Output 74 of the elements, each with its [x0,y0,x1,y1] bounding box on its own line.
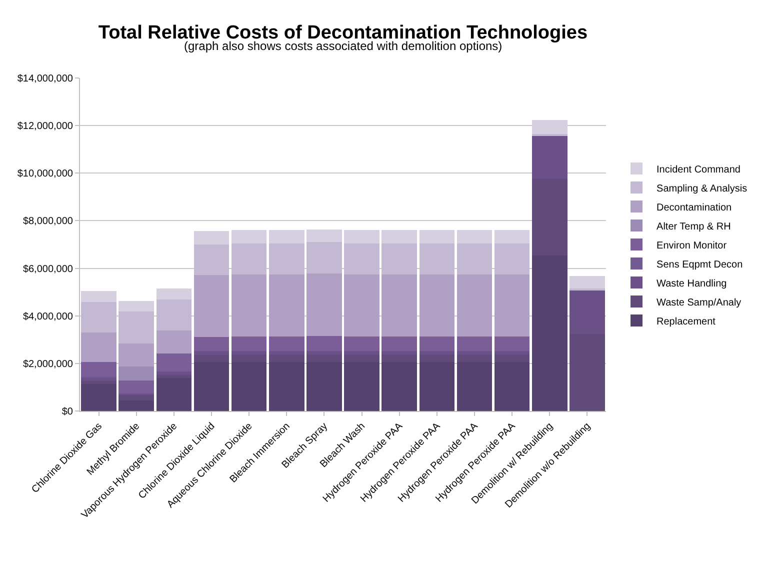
bar [494,230,530,244]
legend-label: Replacement [656,316,716,328]
y-tick-label: $10,000,000 [17,168,74,180]
bar [494,244,530,275]
bar [456,230,492,244]
bar [81,332,116,362]
bar [382,244,418,275]
bar [532,120,568,134]
bar [194,231,230,244]
bar [194,351,230,356]
bar [194,274,230,337]
bar [194,336,230,352]
bar [382,336,418,351]
bar [118,312,154,344]
bar [118,301,154,312]
y-tick-label: $2,000,000 [22,358,74,370]
legend-label: Sampling & Analysis [656,183,748,194]
legend-label: Waste Samp/Analy [656,297,742,308]
bar [231,230,267,244]
bar [268,336,304,351]
y-tick-label: $12,000,000 [17,121,74,132]
bar [268,244,304,275]
legend-label: Incident Command [656,164,740,176]
bar [231,336,267,351]
bar [306,230,342,242]
y-tick-label: $14,000,000 [17,74,74,84]
bar [194,244,230,275]
y-tick-label: $8,000,000 [22,216,74,228]
bar [382,230,418,244]
bar [532,136,568,179]
bar [118,343,154,367]
bar [231,274,267,337]
legend-label: Sens Eqpmt Decon [656,259,743,270]
bar [419,244,455,275]
bar [344,336,380,351]
legend-label: Waste Handling [656,278,727,290]
bar [118,380,154,394]
bar [382,274,418,337]
bar [456,244,492,275]
bar [156,354,192,372]
bar [494,336,530,351]
bar [494,274,530,337]
bar [570,290,605,334]
bar [231,244,267,275]
bar [419,230,455,244]
bar [306,273,342,336]
y-tick-label: $6,000,000 [22,264,74,275]
bar [268,230,304,244]
bar [306,242,342,274]
y-tick-label: $0 [62,406,74,418]
bar [81,384,116,411]
bar [419,336,455,351]
bar [306,336,342,351]
bar [456,274,492,337]
bar [81,362,116,376]
bar [344,230,380,244]
bar [570,334,605,411]
bar [344,274,380,337]
bar [81,302,116,333]
bar [81,290,116,302]
bar [419,274,455,337]
y-tick-label: $4,000,000 [22,311,74,322]
legend-label: Alter Temp & RH [656,221,731,232]
bar [118,366,154,380]
legend-label: Decontamination [656,202,732,214]
bar [156,378,192,411]
bar [156,330,192,354]
bar [456,336,492,351]
legend-label: Environ Monitor [656,240,728,252]
bar [344,244,380,275]
bar [570,276,605,288]
bar [268,274,304,337]
bar [156,288,192,300]
bar [156,300,192,331]
